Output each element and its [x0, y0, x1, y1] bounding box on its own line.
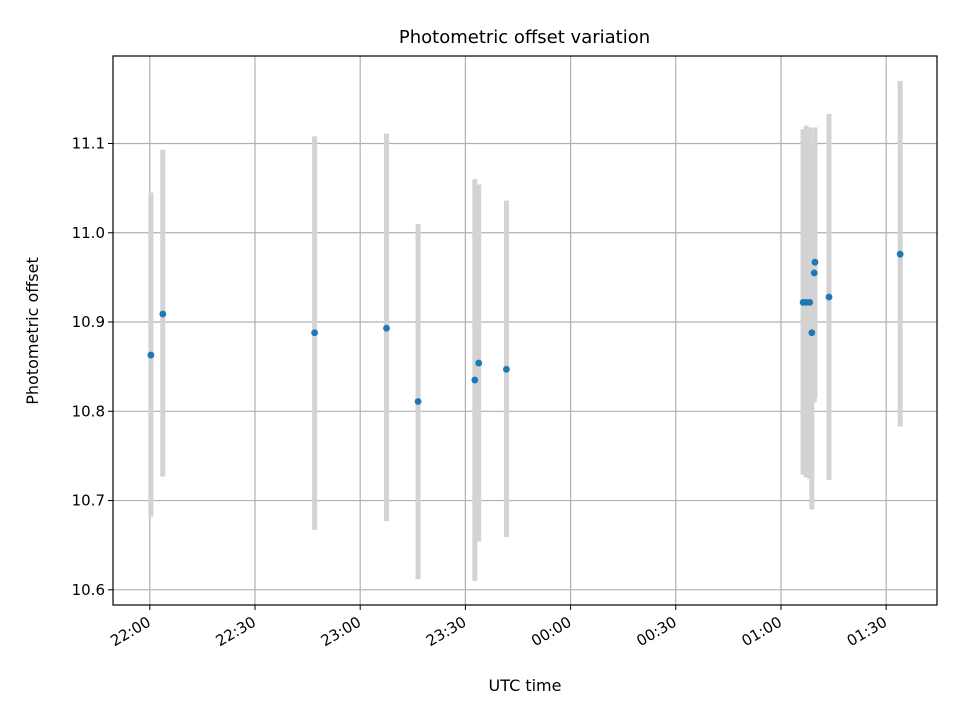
- y-tick-label: 11.1: [72, 134, 105, 152]
- data-point: [475, 359, 483, 367]
- data-point: [311, 329, 319, 337]
- data-points: [147, 250, 904, 405]
- data-point: [147, 351, 155, 359]
- data-point: [503, 365, 510, 373]
- chart-title: Photometric offset variation: [399, 27, 650, 48]
- y-axis-title: Photometric offset: [23, 257, 42, 405]
- y-tick-label: 10.6: [72, 581, 105, 599]
- data-point: [383, 324, 390, 332]
- data-point: [471, 376, 479, 384]
- data-point: [896, 250, 904, 258]
- data-point: [810, 269, 818, 277]
- y-tick-label: 10.8: [72, 402, 105, 420]
- data-point: [825, 293, 833, 301]
- y-tick-label: 10.7: [72, 492, 105, 510]
- x-axis-title: UTC time: [489, 676, 562, 695]
- data-point: [414, 398, 422, 405]
- data-point: [811, 258, 819, 266]
- data-point: [808, 329, 816, 337]
- y-axis-ticks: 10.6 10.7 10.8 10.9 11.0 11.1: [72, 134, 113, 599]
- grid: [113, 56, 937, 605]
- data-point: [159, 310, 167, 318]
- plot-area-frame: [112, 55, 938, 606]
- y-tick-label: 10.9: [72, 313, 105, 331]
- y-tick-label: 11.0: [72, 224, 105, 242]
- data-point: [806, 298, 814, 306]
